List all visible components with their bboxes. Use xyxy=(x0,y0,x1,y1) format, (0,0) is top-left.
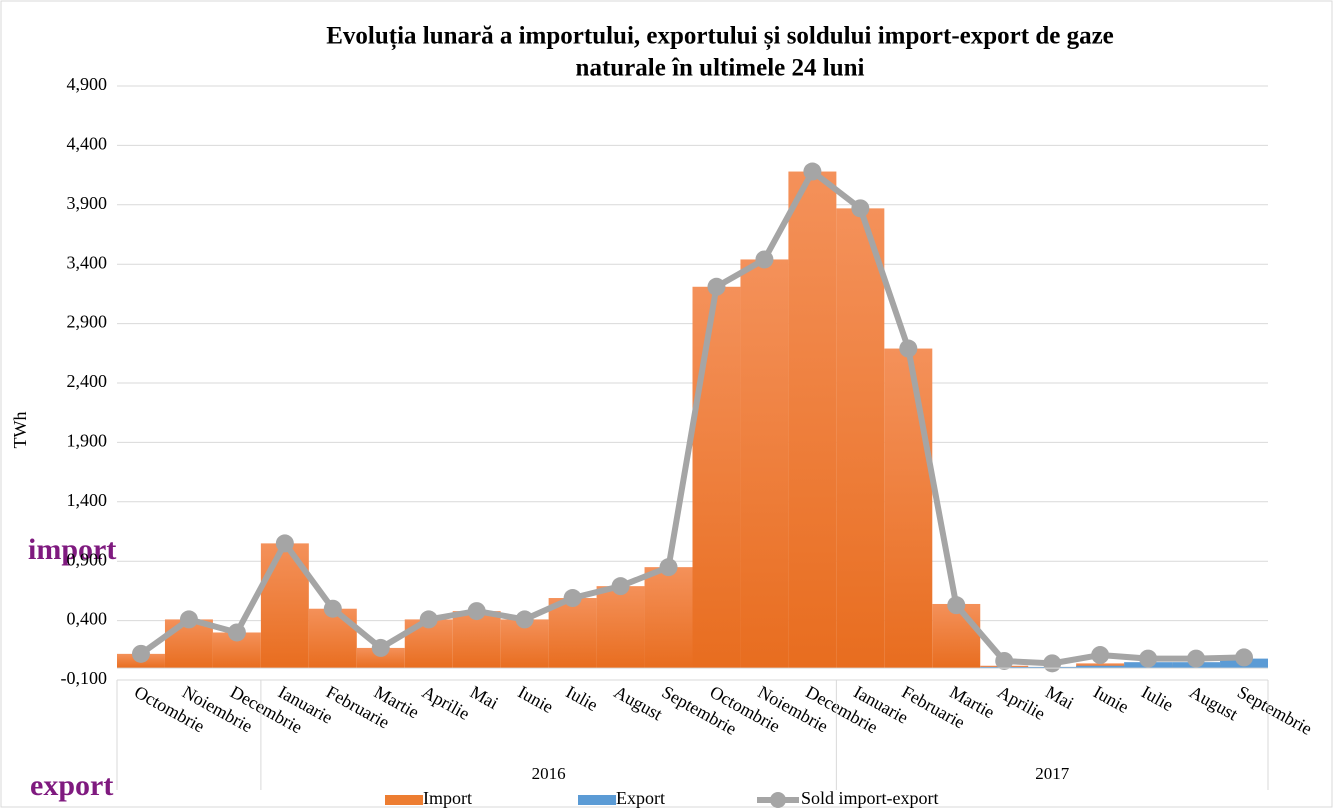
legend-swatch xyxy=(578,795,616,805)
line-marker xyxy=(515,610,534,629)
line-marker xyxy=(899,339,918,358)
y-tick-label: 1,900 xyxy=(67,431,108,451)
line-marker xyxy=(467,602,486,621)
bar xyxy=(356,647,405,669)
line-marker xyxy=(707,277,726,296)
line-marker xyxy=(227,623,246,642)
line-marker xyxy=(419,610,438,629)
line-marker xyxy=(851,199,870,218)
line-marker xyxy=(803,162,822,181)
line-marker xyxy=(1187,649,1206,668)
line-marker xyxy=(995,651,1014,670)
bar xyxy=(548,598,597,669)
line-marker xyxy=(611,577,630,596)
line-marker xyxy=(1139,649,1158,668)
line-marker xyxy=(371,638,390,657)
y-tick-label: 1,400 xyxy=(67,490,108,510)
chart-title: naturale în ultimele 24 luni xyxy=(576,55,865,82)
y-tick-label: 3,400 xyxy=(67,252,108,272)
line-marker xyxy=(563,589,582,608)
y-tick-label: 0,900 xyxy=(67,549,108,569)
bar xyxy=(692,286,741,669)
annotation: import xyxy=(28,533,116,566)
line-marker xyxy=(755,250,774,269)
legend-swatch xyxy=(385,795,423,805)
y-tick-label: 0,400 xyxy=(67,609,108,629)
chart-title: Evoluția lunară a importului, exportului… xyxy=(326,23,1114,51)
group-label: 2016 xyxy=(532,764,566,783)
bar xyxy=(788,171,837,669)
line-marker xyxy=(1043,654,1062,673)
line-marker xyxy=(1235,648,1254,667)
y-tick-label: 4,900 xyxy=(67,74,108,94)
legend-label: Export xyxy=(616,788,665,808)
legend-label: Sold import-export xyxy=(801,788,939,808)
bar xyxy=(596,586,645,669)
line-marker xyxy=(179,610,198,629)
y-tick-label: -0,100 xyxy=(61,668,108,688)
line-marker xyxy=(323,599,342,618)
bar xyxy=(644,567,693,669)
annotation: export xyxy=(30,769,113,802)
line-marker xyxy=(947,596,966,615)
group-label: 2017 xyxy=(1035,764,1070,783)
line-marker xyxy=(275,534,294,553)
lines xyxy=(131,162,1254,673)
bar xyxy=(932,603,981,669)
legend-swatch xyxy=(770,792,786,808)
bar xyxy=(740,259,789,669)
legend-label: Import xyxy=(423,788,472,808)
bar xyxy=(836,208,885,669)
bar xyxy=(1076,665,1125,669)
bar xyxy=(884,348,933,669)
y-axis-title: TWh xyxy=(10,412,30,449)
bars xyxy=(117,171,1268,669)
y-tick-label: 2,400 xyxy=(67,371,108,391)
y-tick-label: 2,900 xyxy=(67,312,108,332)
y-tick-label: 4,400 xyxy=(67,134,108,154)
line-marker xyxy=(1091,646,1110,665)
line-marker xyxy=(659,558,678,577)
legend: Import Export Sold import-export xyxy=(385,788,939,808)
y-tick-label: 3,900 xyxy=(67,193,108,213)
line-marker xyxy=(131,644,150,663)
bar xyxy=(452,611,501,669)
